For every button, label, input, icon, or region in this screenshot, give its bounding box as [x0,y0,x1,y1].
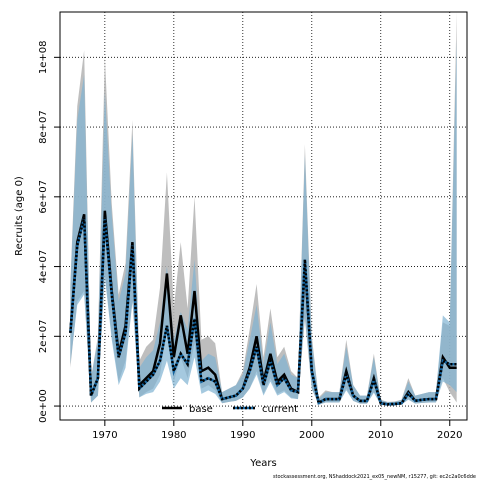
x-axis-ticks: 1970 1980 1990 2000 2010 2020 [92,420,462,441]
confidence-bands [70,12,457,406]
y-tick-label: 2e+07 [38,319,49,353]
x-tick-label: 1990 [230,430,255,441]
y-tick-label: 6e+07 [38,180,49,214]
x-tick-label: 1980 [161,430,186,441]
confidence-band-current [70,39,457,406]
legend-label-current: current [262,404,298,415]
x-tick-label: 1970 [92,430,117,441]
y-tick-label: 4e+07 [38,250,49,284]
x-axis-label: Years [249,458,276,469]
x-tick-label: 2020 [437,430,462,441]
footnote: stockassessment.org, NShaddock2021_ex05_… [273,474,476,480]
y-tick-label: 0e+00 [38,389,49,423]
y-tick-label: 1e+08 [38,41,49,75]
y-axis-ticks: 0e+00 2e+07 4e+07 6e+07 8e+07 1e+08 [38,41,60,423]
line-current-dash [69,217,457,406]
x-tick-label: 2000 [299,430,324,441]
legend-label-base: base [189,404,213,415]
x-tick-label: 2010 [368,430,393,441]
y-tick-label: 8e+07 [38,110,49,144]
series-lines [69,210,457,406]
plot-frame [59,11,468,421]
y-axis-label: Recruits (age 0) [14,176,25,256]
confidence-band-base [70,12,457,406]
legend: base current [162,404,298,415]
